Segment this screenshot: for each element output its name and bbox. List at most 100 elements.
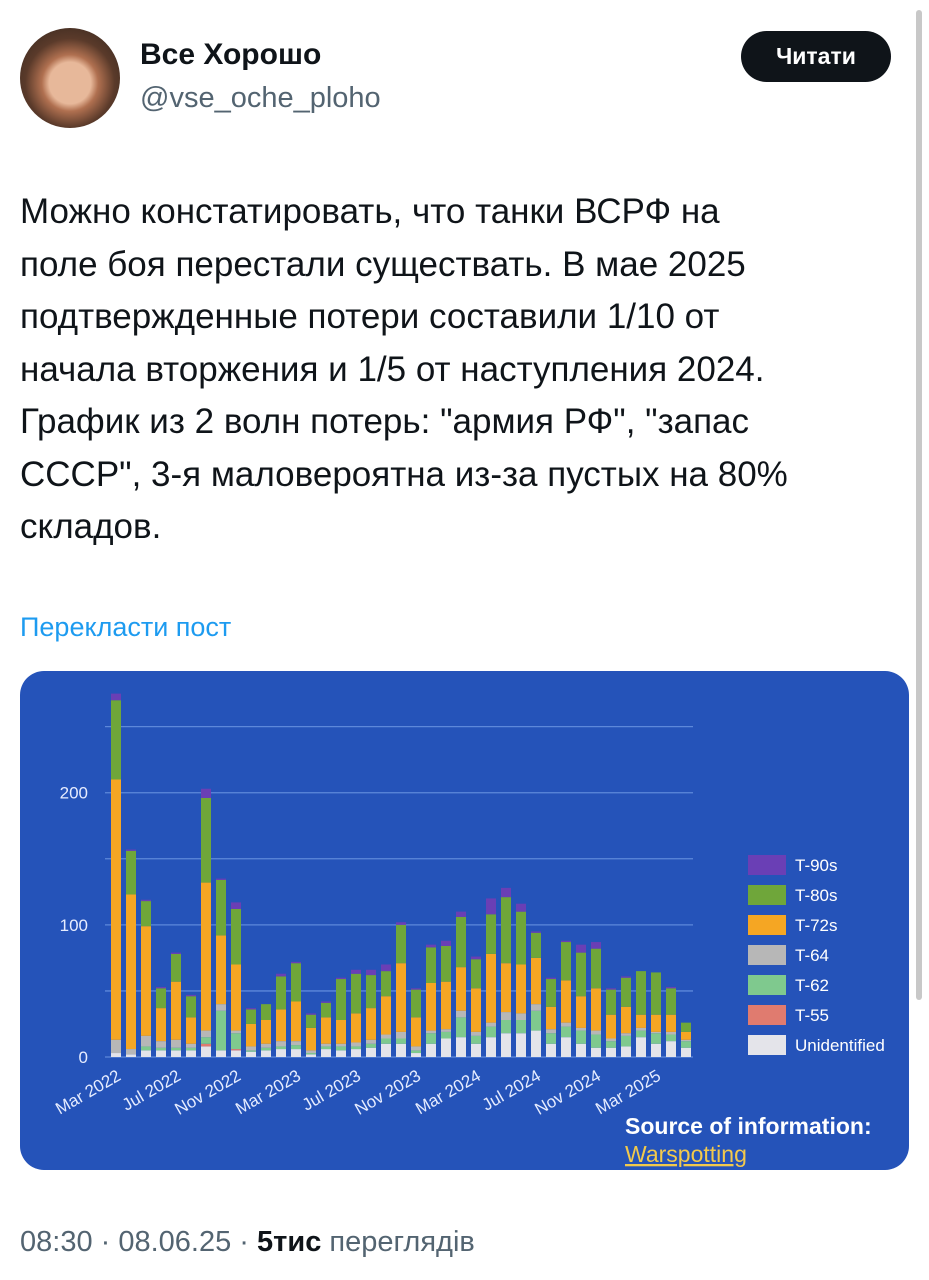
bar-segment bbox=[501, 887, 511, 898]
bar-segment bbox=[126, 1054, 136, 1057]
bar-segment bbox=[201, 1043, 211, 1047]
translate-link[interactable]: Перекласти пост bbox=[20, 612, 232, 642]
body-line: поле боя перестали существать. В мае 202… bbox=[20, 244, 746, 284]
bar-segment bbox=[456, 911, 466, 917]
bar-segment bbox=[501, 897, 511, 964]
bar-segment bbox=[291, 963, 301, 1002]
bar-segment bbox=[321, 1049, 331, 1057]
bar-segment bbox=[321, 1043, 331, 1047]
bar-segment bbox=[321, 1046, 331, 1050]
bar-segment bbox=[501, 963, 511, 1013]
bar-segment bbox=[351, 1013, 361, 1043]
bar-segment bbox=[576, 996, 586, 1028]
legend-label: T-64 bbox=[795, 946, 829, 965]
bar-segment bbox=[351, 1042, 361, 1047]
bar-segment bbox=[381, 1034, 391, 1039]
footer: 08:30 08.06.25 5тис переглядів bbox=[20, 1226, 475, 1259]
y-tick-label: 0 bbox=[79, 1048, 88, 1067]
bar-segment bbox=[396, 1038, 406, 1044]
bar-segment bbox=[291, 1041, 301, 1046]
bar-segment bbox=[276, 1046, 286, 1050]
bar-segment bbox=[516, 903, 526, 912]
bar-segment bbox=[351, 1046, 361, 1050]
scrollbar[interactable] bbox=[916, 10, 922, 1000]
bar-segment bbox=[246, 1046, 256, 1051]
body-line: Можно констатировать, что танки ВСРФ на bbox=[20, 192, 720, 231]
bar-segment bbox=[471, 1031, 481, 1036]
bar-segment bbox=[621, 1035, 631, 1047]
views[interactable]: 5тис bbox=[257, 1226, 322, 1258]
bar-segment bbox=[411, 1046, 421, 1051]
bar-segment bbox=[561, 1022, 571, 1027]
bar-segment bbox=[546, 1029, 556, 1034]
bar-segment bbox=[426, 983, 436, 1031]
bar-segment bbox=[366, 1039, 376, 1044]
bar-segment bbox=[111, 700, 121, 780]
bar-segment bbox=[336, 1050, 346, 1057]
bar-segment bbox=[621, 1006, 631, 1034]
bar-segment bbox=[306, 1050, 316, 1054]
avatar[interactable] bbox=[20, 28, 120, 128]
bar-segment bbox=[666, 1034, 676, 1042]
bar-segment bbox=[186, 1050, 196, 1057]
bar-segment bbox=[501, 1012, 511, 1020]
bar-segment bbox=[441, 940, 451, 946]
bar-segment bbox=[276, 1009, 286, 1042]
bar-segment bbox=[651, 1014, 661, 1032]
bar-segment bbox=[201, 882, 211, 1031]
bar-segment bbox=[246, 1009, 256, 1024]
body-line: начала вторжения и 1/5 от наступления 20… bbox=[20, 349, 765, 389]
chart-image[interactable]: 0 100 200 Mar 2022 Jul 2022 Nov 2022 Mar 2023 J… bbox=[20, 671, 909, 1170]
bar-segment bbox=[186, 996, 196, 1018]
bar-segment bbox=[636, 1014, 646, 1028]
bar-segment bbox=[171, 953, 181, 982]
bar-segment bbox=[666, 1031, 676, 1035]
legend-swatch bbox=[748, 975, 786, 995]
handle[interactable]: @vse_oche_ploho bbox=[140, 82, 381, 114]
bar-segment bbox=[621, 977, 631, 1007]
bar-segment bbox=[366, 1047, 376, 1057]
bar-segment bbox=[246, 1023, 256, 1047]
bar-segment bbox=[441, 1029, 451, 1032]
bar-segment bbox=[156, 1047, 166, 1051]
bar-segment bbox=[516, 1020, 526, 1034]
bar-segment bbox=[216, 1010, 226, 1051]
bar-segment bbox=[381, 996, 391, 1035]
bar-segment bbox=[306, 1014, 316, 1028]
display-name[interactable]: Все Хорошо bbox=[140, 38, 322, 71]
bar-segment bbox=[396, 1031, 406, 1039]
time: 08:30 bbox=[20, 1226, 93, 1258]
bar-segment bbox=[216, 879, 226, 936]
bar-segment bbox=[666, 986, 676, 989]
x-tick-label: Mar 2022 bbox=[52, 1066, 124, 1118]
source-name: Warspotting bbox=[625, 1141, 747, 1167]
bar-segment bbox=[621, 976, 631, 978]
bar-segment bbox=[411, 988, 421, 990]
bar-segment bbox=[381, 964, 391, 972]
bar-segment bbox=[561, 980, 571, 1023]
legend-swatch bbox=[748, 885, 786, 905]
follow-button[interactable]: Читати bbox=[741, 31, 891, 82]
bar-segment bbox=[546, 979, 556, 1007]
bar-segment bbox=[156, 1041, 166, 1048]
bar-segment bbox=[231, 909, 241, 965]
bar-segment bbox=[636, 1037, 646, 1057]
bar-segment bbox=[126, 849, 136, 851]
bar-segment bbox=[306, 1053, 316, 1055]
bar-segment bbox=[366, 975, 376, 1009]
bar-segment bbox=[531, 1010, 541, 1031]
x-tick-label: Mar 2023 bbox=[232, 1066, 304, 1118]
bar-segment bbox=[201, 1030, 211, 1038]
bar-segment bbox=[231, 1030, 241, 1034]
bar-segment bbox=[531, 932, 541, 958]
bar-segment bbox=[231, 1050, 241, 1057]
bar-segment bbox=[591, 948, 601, 989]
y-tick-label: 100 bbox=[60, 916, 88, 935]
bar-segment bbox=[681, 1022, 691, 1032]
bar-segment bbox=[606, 988, 616, 990]
bar-segment bbox=[441, 946, 451, 982]
bar-segment bbox=[216, 935, 226, 1005]
legend-label: T-55 bbox=[795, 1006, 829, 1025]
bar-segment bbox=[186, 994, 196, 997]
bar-segment bbox=[336, 979, 346, 1020]
